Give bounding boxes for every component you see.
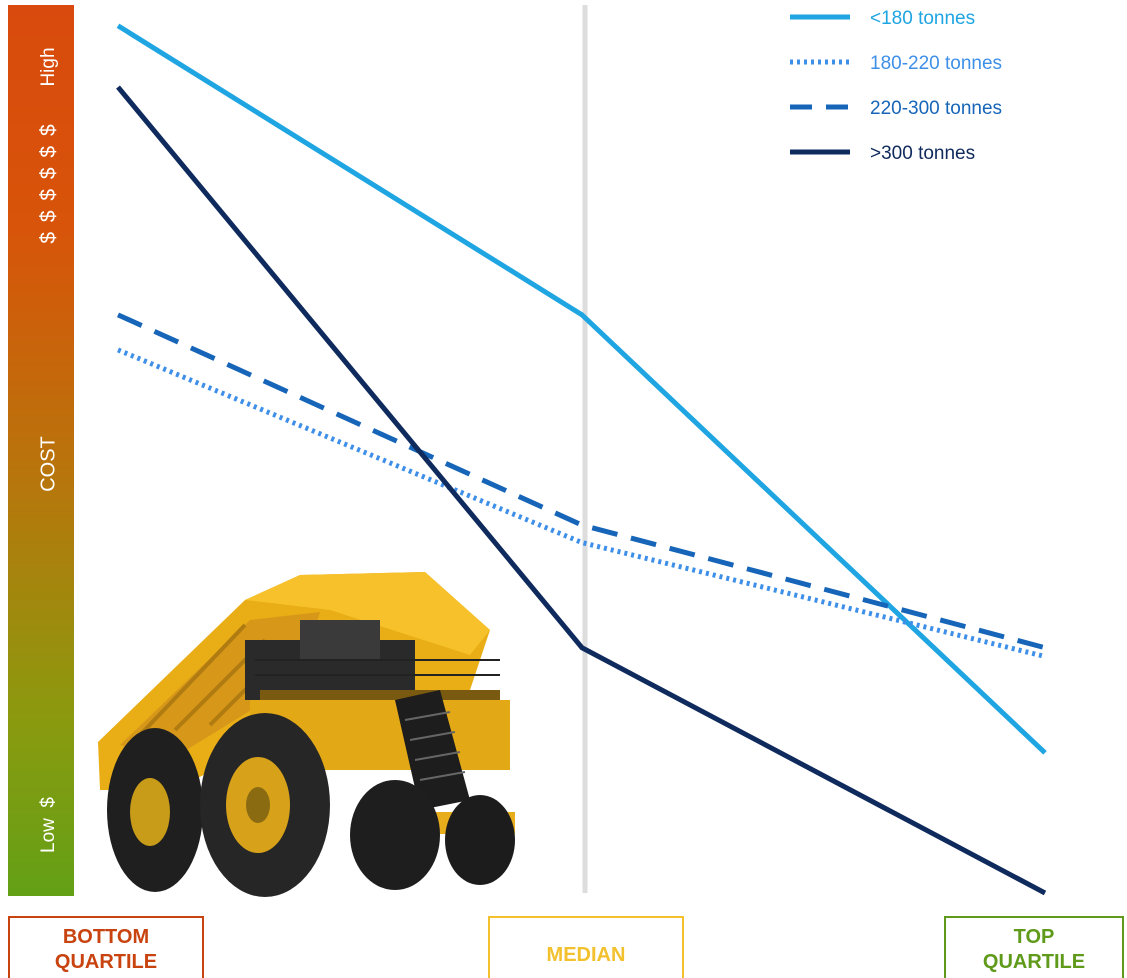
series-line-2 [116,312,1046,651]
median-label: MEDIAN [488,916,684,978]
legend-label-3: >300 tonnes [870,143,975,164]
median-text: MEDIAN [546,943,626,966]
legend-label-0: <180 tonnes [870,8,975,29]
cost-gradient-bar: High $ $ $ $ $ $ COST Low $ [8,5,74,896]
dump-truck-illustration [98,572,515,897]
bottom-quartile-label: BOTTOM QUARTILE [8,916,204,978]
top-quartile-label: TOP QUARTILE [944,916,1124,978]
series-line-3 [116,85,1047,896]
series-layer [116,23,1047,896]
bottom-quartile-line2: QUARTILE [54,951,158,973]
line-chart: <180 tonnes 180-220 tonnes 220-300 tonnes >… [98,5,1047,897]
top-quartile-line2: QUARTILE [982,951,1086,973]
series-line-0 [116,23,1047,755]
legend: <180 tonnes 180-220 tonnes 220-300 tonnes >… [790,8,1002,164]
legend-label-1: 180-220 tonnes [870,53,1002,74]
legend-label-2: 220-300 tonnes [870,98,1002,119]
series-line-1 [117,347,1046,659]
bottom-quartile-line1: BOTTOM [62,926,150,948]
top-quartile-line1: TOP [1013,926,1055,948]
